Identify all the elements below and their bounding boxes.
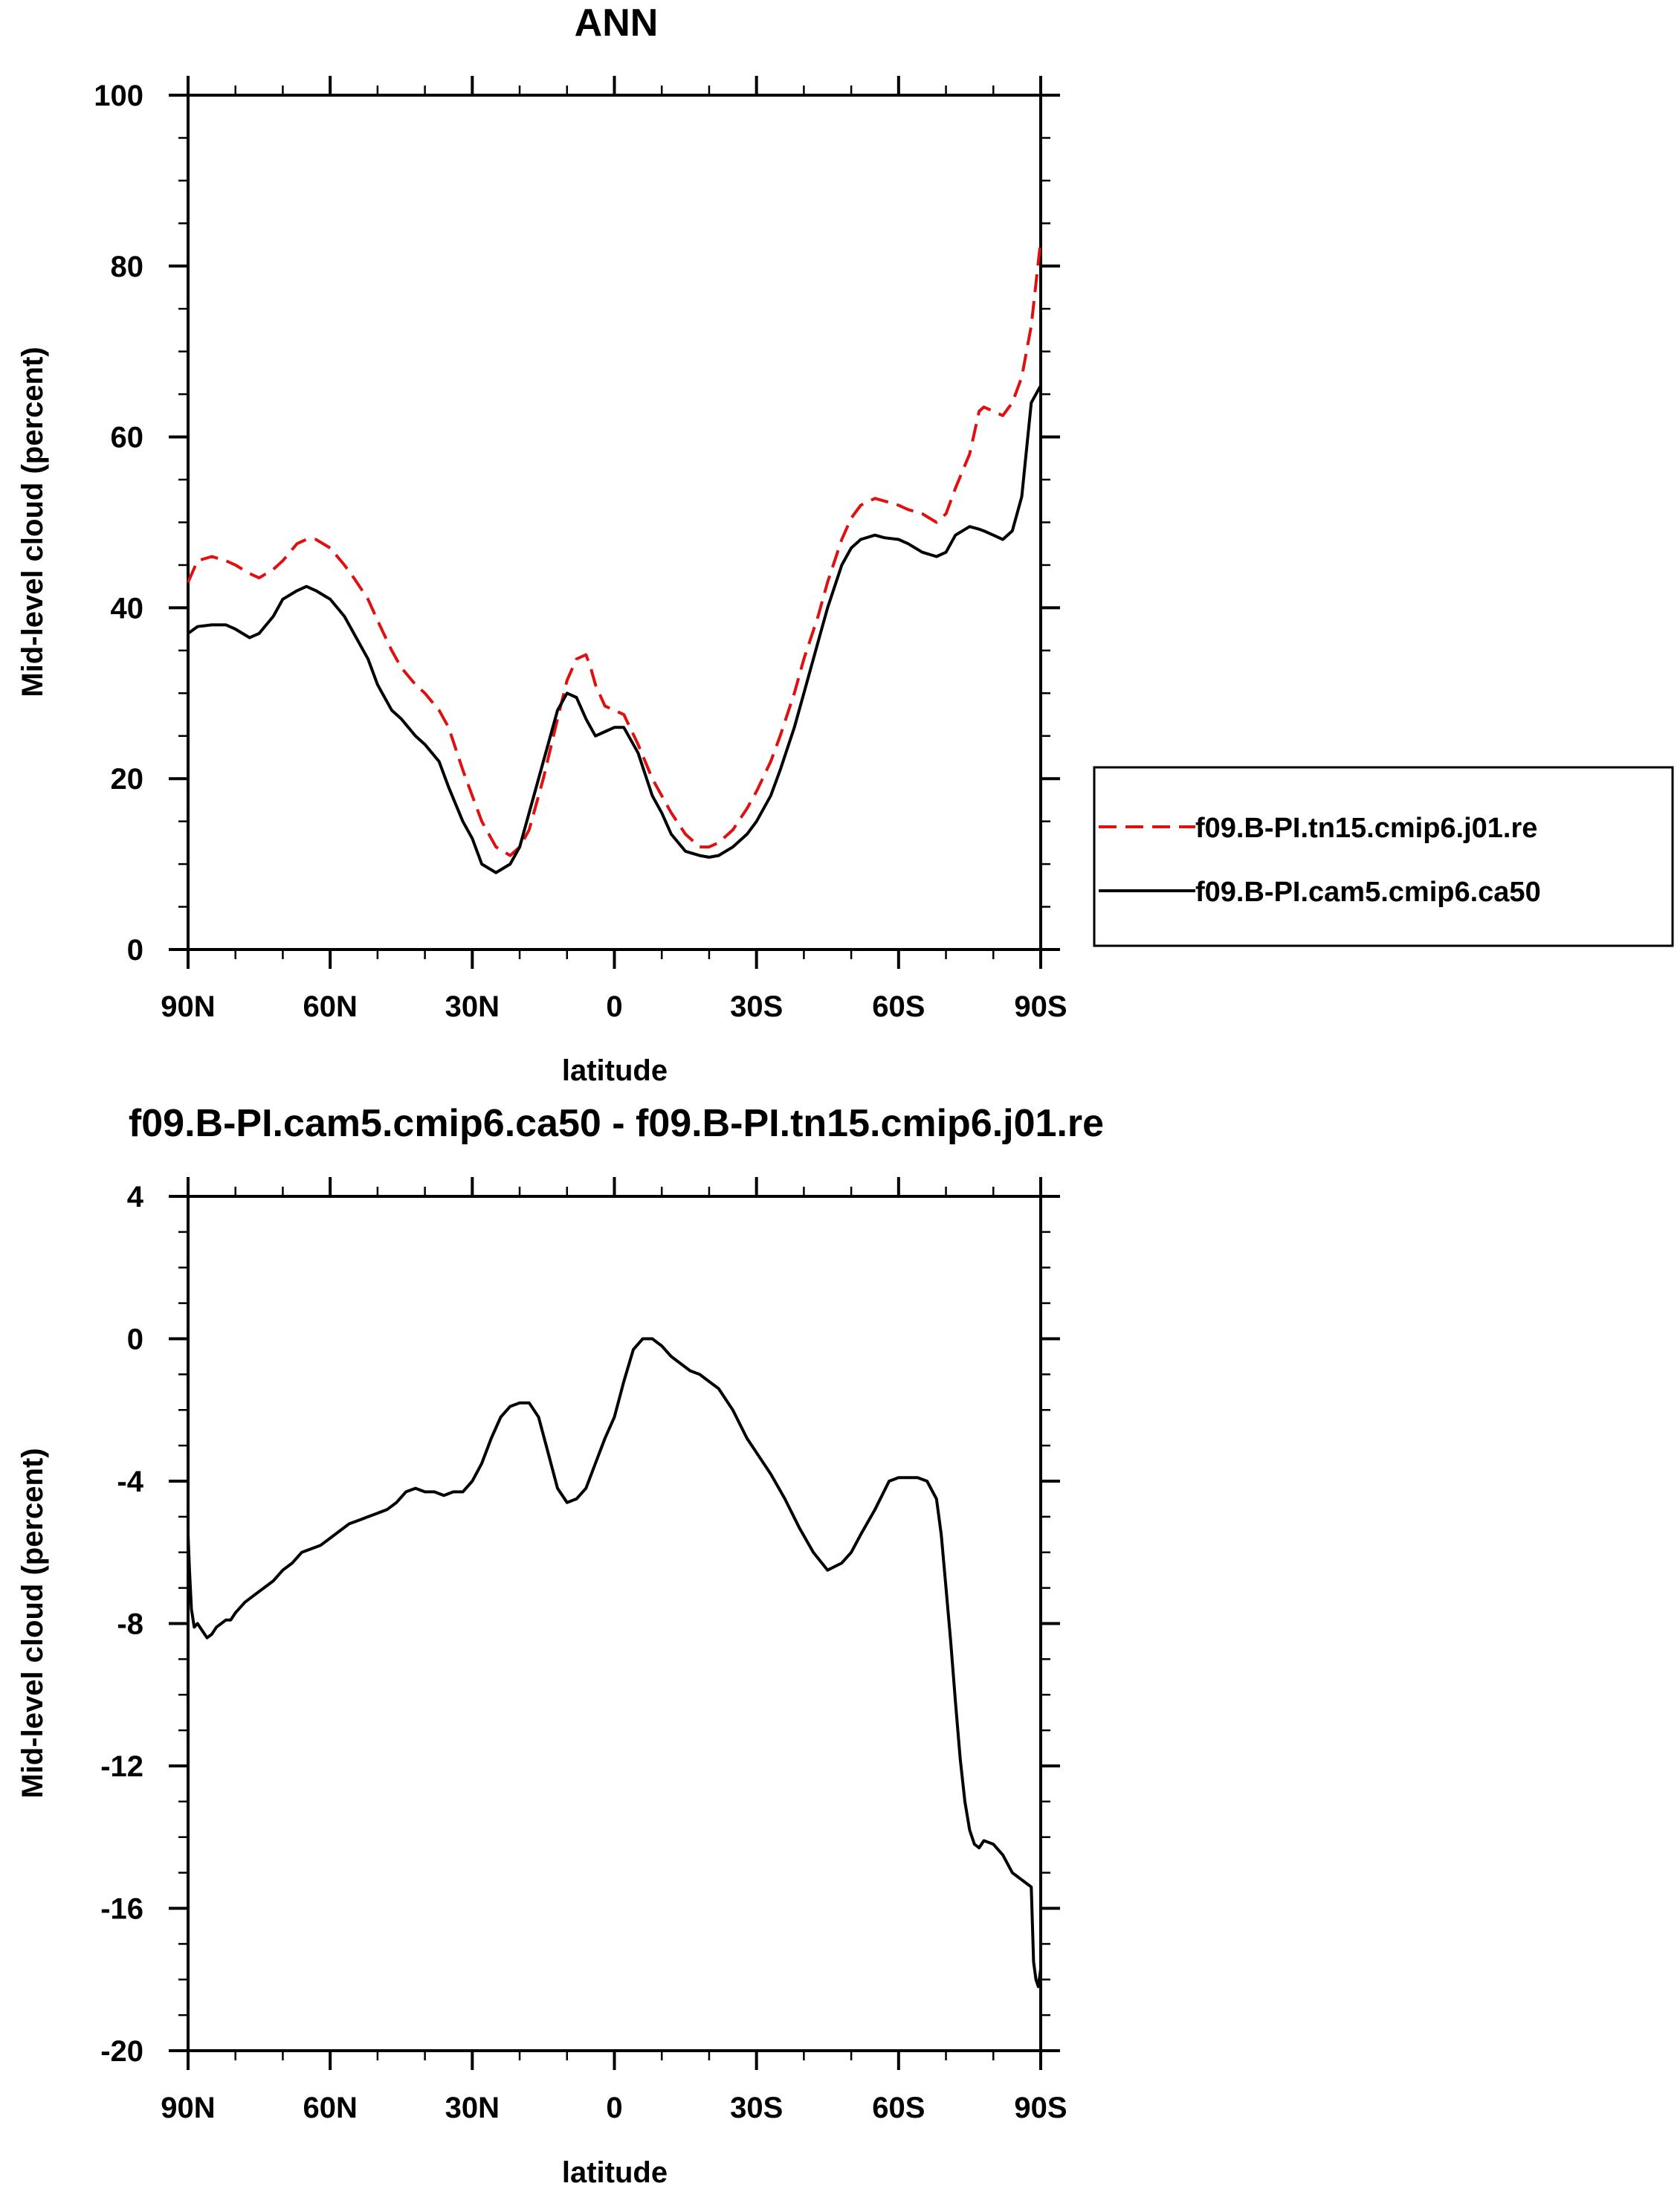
bottom-chart-y-axis-label: Mid-level cloud (percent) [16,1448,49,1798]
x-tick-label: 30S [730,990,783,1023]
top-chart-minor-ticks [178,86,1050,959]
x-tick-label: 0 [606,2092,622,2124]
x-tick-label: 30N [445,2092,500,2124]
legend: f09.B-PI.tn15.cmip6.j01.re f09.B-PI.cam5… [1093,766,1674,947]
x-tick-label: 30S [730,2092,783,2124]
y-tick-label: -8 [117,1608,143,1641]
bottom-chart-x-tick-labels: 90N 60N 30N 0 30S 60S 90S [161,2092,1067,2124]
x-tick-label: 60S [872,990,925,1023]
top-chart-x-axis-label: latitude [562,1054,668,1087]
y-tick-label: -12 [100,1750,143,1783]
bottom-chart-minor-ticks [178,1187,1050,2060]
x-tick-label: 90N [161,990,215,1023]
top-chart: ANN 90N 60N 30N 0 30S 60S 90S 0 20 40 60 80 100 lat… [16,1,1674,1087]
x-tick-label: 90N [161,2092,215,2124]
legend-entry-1: f09.B-PI.tn15.cmip6.j01.re [1195,813,1537,844]
bottom-chart-x-axis-label: latitude [562,2156,668,2189]
top-chart-title: ANN [575,1,659,45]
series-line-1-0 [187,1337,1042,1988]
top-chart-frame [187,94,1042,951]
x-tick-label: 0 [606,990,622,1023]
x-tick-label: 60N [303,990,357,1023]
top-chart-x-tick-labels: 90N 60N 30N 0 30S 60S 90S [161,990,1067,1023]
bottom-chart-series [187,1337,1042,1988]
bottom-chart-title: f09.B-PI.cam5.cmip6.ca50 - f09.B-PI.tn15… [129,1102,1104,1145]
y-tick-label: -4 [117,1466,143,1498]
x-tick-label: 30N [445,990,500,1023]
y-tick-label: 80 [111,251,144,283]
x-tick-label: 90S [1014,2092,1067,2124]
y-tick-label: -16 [100,1893,143,1926]
y-tick-label: 40 [111,592,144,625]
bottom-chart-major-ticks [169,1177,1060,2070]
series-line-0-1 [187,384,1042,874]
y-tick-label: 0 [127,1324,143,1356]
y-tick-label: 4 [127,1181,144,1213]
top-chart-y-axis-label: Mid-level cloud (percent) [16,346,49,697]
bottom-chart: f09.B-PI.cam5.cmip6.ca50 - f09.B-PI.tn15… [16,1102,1104,2189]
y-tick-label: 100 [94,80,143,112]
bottom-chart-y-tick-labels: -20 -16 -12 -8 -4 0 4 [100,1181,144,2068]
top-chart-series [187,240,1042,874]
legend-box [1093,766,1674,947]
y-tick-label: 20 [111,763,144,796]
x-tick-label: 60S [872,2092,925,2124]
bottom-chart-frame [187,1195,1042,2052]
series-line-0-0 [187,240,1042,857]
top-chart-y-tick-labels: 0 20 40 60 80 100 [94,80,143,967]
x-tick-label: 90S [1014,990,1067,1023]
y-tick-label: 60 [111,422,144,454]
x-tick-label: 60N [303,2092,357,2124]
top-chart-major-ticks [169,76,1060,969]
y-tick-label: -20 [100,2035,143,2068]
legend-entry-2: f09.B-PI.cam5.cmip6.ca50 [1195,877,1541,908]
y-tick-label: 0 [127,934,143,967]
